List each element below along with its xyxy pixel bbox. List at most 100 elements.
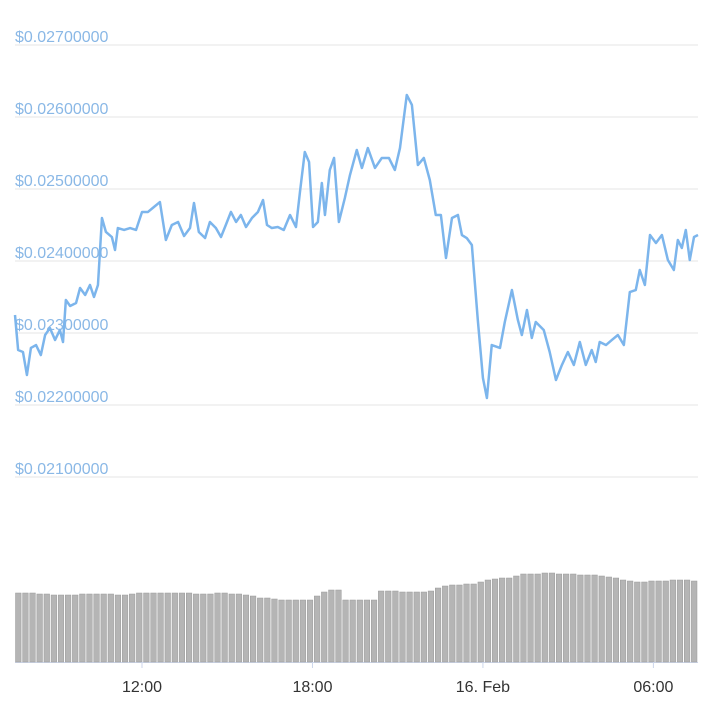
volume-bar	[235, 593, 242, 663]
volume-bar	[36, 593, 43, 663]
volume-bar	[662, 580, 669, 663]
volume-bar	[107, 593, 114, 663]
volume-bar	[691, 580, 698, 663]
volume-bar	[250, 595, 257, 663]
volume-bar	[292, 599, 299, 663]
volume-bar	[499, 577, 506, 663]
volume-bar	[513, 575, 520, 663]
volume-bar	[392, 590, 399, 663]
x-tick-label: 12:00	[122, 679, 162, 696]
volume-bar	[129, 593, 136, 663]
volume-bar	[15, 592, 22, 663]
volume-bar	[563, 573, 570, 663]
x-tick-label: 18:00	[292, 679, 332, 696]
x-tick-label: 06:00	[633, 679, 673, 696]
volume-bar	[669, 579, 676, 663]
volume-bar	[29, 592, 36, 663]
volume-bar	[427, 590, 435, 663]
y-tick-label: $0.02700000	[15, 29, 109, 46]
volume-bar	[548, 572, 555, 663]
volume-bar	[648, 580, 655, 663]
volume-bar	[65, 594, 72, 663]
volume-bar	[221, 592, 228, 663]
volume-bar	[43, 593, 50, 663]
volume-bar	[57, 594, 65, 663]
volume-bar	[520, 573, 527, 663]
volume-bar	[200, 593, 207, 663]
volume-bar	[207, 593, 214, 663]
y-tick-label: $0.02300000	[15, 317, 109, 334]
volume-bar	[328, 589, 335, 663]
volume-bar	[278, 599, 285, 663]
volume-bar	[271, 598, 278, 663]
volume-bar	[619, 579, 627, 663]
volume-bar	[641, 581, 648, 663]
volume-bar	[527, 573, 534, 663]
volume-bar	[435, 587, 442, 663]
volume-bar	[285, 599, 292, 663]
volume-bar	[299, 599, 306, 663]
y-tick-label: $0.02200000	[15, 389, 109, 406]
y-tick-label: $0.02500000	[15, 173, 109, 190]
volume-bar	[356, 599, 363, 663]
volume-bar	[378, 590, 385, 663]
volume-bar	[242, 594, 250, 663]
volume-bar	[655, 580, 662, 663]
volume-bar	[463, 583, 470, 663]
volume-bar	[598, 575, 605, 663]
volume-bar	[186, 592, 193, 663]
volume-bar	[634, 581, 641, 663]
volume-bar	[306, 599, 314, 663]
volume-bar	[150, 592, 157, 663]
volume-bar	[228, 593, 235, 663]
volume-bar	[442, 585, 449, 663]
volume-bar	[605, 576, 612, 663]
y-tick-label: $0.02400000	[15, 245, 109, 262]
volume-bar	[121, 594, 129, 663]
volume-bar	[555, 573, 563, 663]
volume-bar	[484, 579, 491, 663]
volume-bar	[370, 599, 378, 663]
volume-bar	[449, 584, 456, 663]
volume-bar	[264, 597, 271, 663]
volume-bar	[136, 592, 143, 663]
volume-bar	[413, 591, 420, 663]
y-tick-label: $0.02100000	[15, 461, 109, 478]
volume-bar	[178, 592, 186, 663]
volume-bar	[541, 572, 548, 663]
volume-bar	[50, 594, 57, 663]
price-line	[13, 93, 699, 400]
volume-bar	[470, 583, 477, 663]
volume-bar	[534, 573, 541, 663]
volume-bar	[406, 591, 413, 663]
volume-bar	[577, 574, 584, 663]
volume-bar	[385, 590, 392, 663]
volume-bar	[72, 594, 79, 663]
volume-bar	[193, 593, 200, 663]
volume-bar	[257, 597, 264, 663]
volume-bar	[506, 577, 513, 663]
volume-bar	[86, 593, 93, 663]
volume-bar	[100, 593, 107, 663]
volume-bar	[114, 594, 121, 663]
volume-bar	[612, 577, 619, 663]
volume-bar	[363, 599, 370, 663]
volume-bar	[164, 592, 171, 663]
volume-bar	[321, 591, 328, 663]
volume-bar	[627, 580, 634, 663]
volume-bar	[584, 574, 591, 663]
volume-bar	[684, 579, 691, 663]
volume-bar	[143, 592, 150, 663]
volume-bar	[335, 589, 342, 663]
volume-bar	[314, 595, 321, 663]
volume-bar	[157, 592, 164, 663]
volume-bar	[420, 591, 427, 663]
x-tick-label: 16. Feb	[456, 679, 510, 696]
volume-bar	[342, 599, 349, 663]
volume-bar	[349, 599, 356, 663]
volume-bar	[214, 592, 221, 663]
volume-bar	[676, 579, 684, 663]
volume-bar	[93, 593, 100, 663]
volume-bar	[79, 593, 86, 663]
